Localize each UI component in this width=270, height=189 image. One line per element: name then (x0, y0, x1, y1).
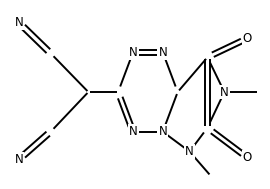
Text: N: N (158, 125, 167, 138)
Text: N: N (158, 46, 167, 59)
Text: N: N (129, 46, 137, 59)
Text: N: N (185, 145, 194, 158)
Text: N: N (15, 16, 23, 29)
Text: N: N (15, 153, 23, 166)
Text: N: N (129, 125, 137, 138)
Text: O: O (242, 32, 252, 45)
Text: O: O (242, 151, 252, 164)
Text: N: N (220, 85, 229, 98)
